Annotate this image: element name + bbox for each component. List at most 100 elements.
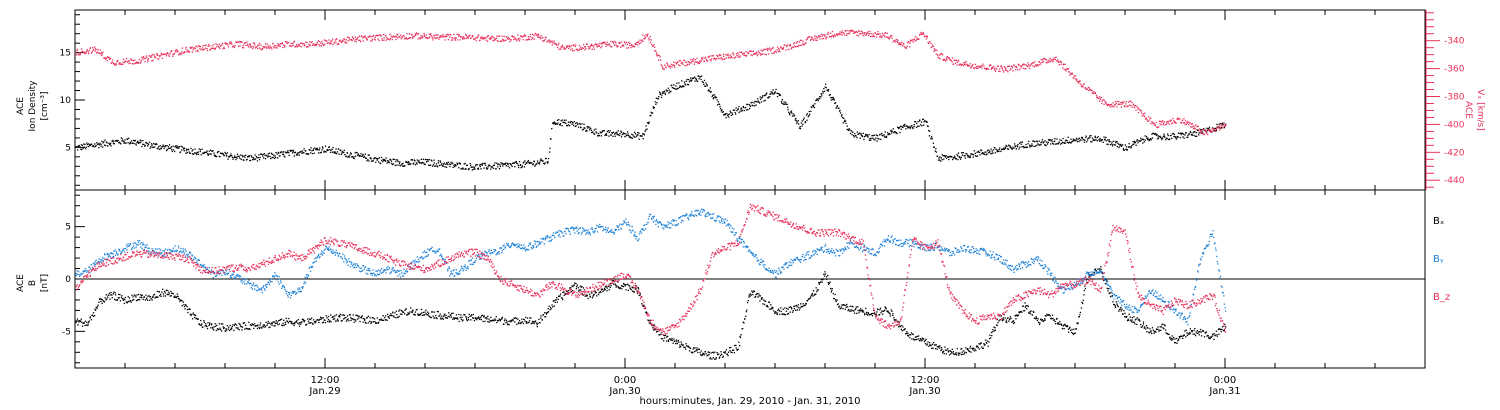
ion-density-point xyxy=(249,159,252,162)
vx-point xyxy=(699,60,701,62)
bx-point xyxy=(452,317,455,319)
vx-point xyxy=(679,65,681,67)
ion-density-point xyxy=(115,140,117,142)
bx-point xyxy=(414,311,417,313)
vx-point xyxy=(907,41,909,44)
vx-point xyxy=(1194,124,1197,126)
bx-point xyxy=(176,295,178,298)
ion-density-point xyxy=(474,165,477,167)
vx-point xyxy=(575,48,577,50)
bx-point xyxy=(578,289,581,291)
ion-density-point xyxy=(1059,139,1061,141)
bx-point xyxy=(453,318,456,320)
vx-point xyxy=(642,40,644,42)
bx-point xyxy=(88,321,90,323)
bx-point xyxy=(299,322,301,324)
vx-point xyxy=(261,49,263,51)
bx-point xyxy=(591,292,593,294)
vx-point xyxy=(250,46,252,49)
bx-point xyxy=(211,324,213,326)
vx-point xyxy=(640,40,643,42)
ion-density-point xyxy=(749,105,752,108)
bx-point xyxy=(174,296,177,298)
vx-point xyxy=(591,43,593,45)
ion-density-point xyxy=(614,133,616,135)
ion-density-point xyxy=(1084,139,1086,141)
vx-point xyxy=(479,39,481,42)
ion-density-point xyxy=(806,113,809,115)
ion-density-point xyxy=(1021,141,1023,143)
vx-point xyxy=(902,42,905,44)
ion-density-point xyxy=(801,120,803,122)
bx-point xyxy=(140,294,142,296)
bx-point xyxy=(193,313,195,316)
vx-point xyxy=(1189,122,1191,124)
ion-density-point xyxy=(988,151,991,153)
vx-point xyxy=(713,57,715,59)
ion-density-point xyxy=(436,166,439,168)
ion-density-point xyxy=(960,156,962,158)
bx-point xyxy=(500,318,503,320)
vx-point xyxy=(1057,61,1060,63)
ion-density-point xyxy=(786,103,788,105)
vx-point xyxy=(721,58,724,60)
ion-density-point xyxy=(122,140,124,142)
ion-density-point xyxy=(158,145,160,148)
vx-point xyxy=(731,57,733,59)
vx-point xyxy=(1218,127,1220,129)
vx-point xyxy=(1146,120,1149,122)
ion-density-point xyxy=(1107,143,1109,145)
ion-density-point xyxy=(645,125,647,127)
bx-point xyxy=(357,315,359,317)
ion-density-point xyxy=(881,134,883,137)
vx-point xyxy=(620,41,622,43)
vx-point xyxy=(1213,128,1216,130)
ion-density-point xyxy=(751,104,753,106)
ion-density-point xyxy=(208,153,210,155)
ion-density-point xyxy=(1021,146,1023,148)
ion-density-point xyxy=(1140,137,1142,139)
top-right-tick-label: -400 xyxy=(1444,120,1465,130)
vx-point xyxy=(1154,124,1157,126)
bx-point xyxy=(577,287,580,289)
bx-point xyxy=(84,324,86,327)
vx-point xyxy=(75,52,77,54)
ion-density-point xyxy=(627,134,630,137)
vx-point xyxy=(968,65,971,67)
ion-density-point xyxy=(1061,142,1063,144)
bx-point xyxy=(108,292,111,294)
ion-density-point xyxy=(1104,138,1106,140)
bx-point xyxy=(768,301,771,303)
vx-point xyxy=(426,37,428,40)
vx-point xyxy=(1078,80,1081,83)
bx-point xyxy=(425,313,427,315)
ion-density-point xyxy=(825,87,827,89)
vx-point xyxy=(423,32,425,35)
ion-density-point xyxy=(507,163,509,165)
vx-point xyxy=(771,47,774,50)
vx-point xyxy=(612,42,615,44)
ion-density-point xyxy=(944,156,946,158)
vx-point xyxy=(238,41,241,43)
vx-point xyxy=(263,46,265,48)
vx-point xyxy=(725,57,728,59)
vx-point xyxy=(609,45,611,47)
bx-point xyxy=(226,325,228,327)
bx-point xyxy=(404,313,406,315)
vx-point xyxy=(1221,124,1223,126)
ion-density-point xyxy=(300,150,302,153)
vx-point xyxy=(807,36,810,38)
ion-density-point xyxy=(630,137,632,139)
bx-point xyxy=(379,319,382,321)
ion-density-point xyxy=(839,109,841,112)
ion-density-point xyxy=(494,162,496,164)
bx-point xyxy=(285,317,287,319)
ion-density-point xyxy=(723,113,725,116)
ion-density-point xyxy=(1134,140,1136,143)
vx-point xyxy=(430,34,432,36)
ion-density-point xyxy=(1034,141,1036,143)
bottom-x-ticks xyxy=(124,190,1426,368)
bx-point xyxy=(194,316,196,319)
bx-point xyxy=(559,295,561,297)
vx-point xyxy=(1139,109,1141,111)
